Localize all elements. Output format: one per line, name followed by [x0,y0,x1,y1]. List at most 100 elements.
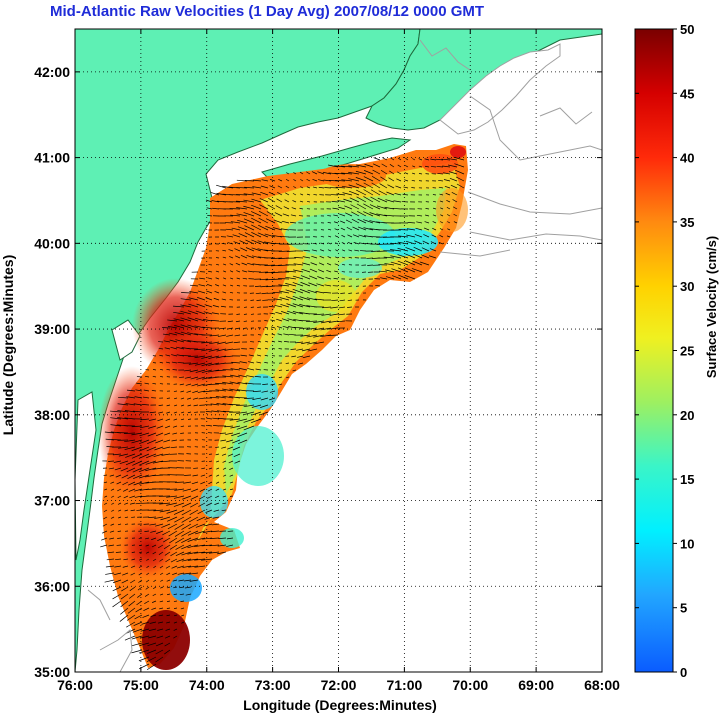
velocity-arrow [341,165,353,168]
velocity-arrow [195,369,206,373]
velocity-arrow [172,432,178,435]
velocity-arrow [278,376,283,379]
velocity-arrow [333,277,339,280]
colorbar-tick-label: 15 [680,472,694,487]
velocity-arrow [250,306,255,308]
velocity-arrow [306,297,318,301]
velocity-arrow [411,172,416,175]
velocity-arrow [175,537,185,544]
velocity-arrow [220,305,227,308]
velocity-arrow [208,481,213,485]
velocity-arrow [199,277,206,280]
velocity-arrow [104,431,115,434]
velocity-arrow [157,411,164,414]
velocity-arrow [109,537,115,540]
velocity-arrow [173,418,178,421]
velocity-arrow [148,425,157,429]
velocity-arrow [222,502,227,505]
velocity-arrow [131,551,136,553]
velocity-arrow [131,642,143,647]
velocity-arrow [260,397,269,401]
velocity-arrow [394,192,402,196]
velocity-arrow [215,389,227,392]
velocity-arrow [211,312,220,315]
velocity-arrow [215,446,220,448]
velocity-arrow [237,226,248,231]
velocity-arrow [355,170,367,175]
velocity-arrow [165,628,171,631]
velocity-arrow [286,310,297,315]
velocity-arrow [369,212,381,217]
velocity-arrow [450,184,458,189]
y-axis-label: Latitude (Degrees:Minutes) [0,255,16,435]
velocity-arrow [172,425,178,428]
velocity-arrow [268,306,276,308]
velocity-arrow [144,600,150,604]
velocity-arrow [203,311,213,315]
velocity-arrow [194,325,206,329]
velocity-arrow [208,348,220,352]
velocity-arrow [215,396,227,399]
colorbar-tick-label: 5 [680,601,687,616]
velocity-arrow [411,268,423,273]
velocity-arrow [243,425,255,431]
velocity-arrow [229,495,234,497]
velocity-arrow [208,355,220,359]
velocity-arrow [312,178,318,182]
velocity-arrow [173,607,178,609]
velocity-arrow [206,290,213,294]
velocity-arrow [214,502,220,505]
velocity-arrow [404,267,416,273]
velocity-arrow [177,362,185,364]
velocity-arrow [334,172,346,175]
velocity-arrow [110,516,115,519]
velocity-arrow [334,270,339,273]
velocity-arrow [145,460,157,465]
velocity-arrow [107,551,115,554]
velocity-arrow [132,460,143,466]
velocity-arrow [344,205,353,210]
velocity-arrow [188,516,199,523]
velocity-arrow [327,228,332,231]
velocity-arrow [125,453,136,458]
land-mass-cape-cod [439,43,561,135]
velocity-arrow [148,516,157,518]
velocity-arrow [259,204,269,210]
velocity-arrow [100,544,108,548]
velocity-arrow [208,551,220,554]
velocity-arrow [444,186,451,189]
velocity-arrow [317,179,325,182]
velocity-arrow [412,253,423,259]
velocity-arrow [293,179,297,182]
velocity-arrow [189,509,199,516]
velocity-arrow [364,163,374,168]
velocity-arrow [157,628,164,631]
velocity-arrow [406,234,416,238]
velocity-arrow [146,663,157,671]
velocity-arrow [270,326,276,329]
velocity-arrow [390,261,402,266]
velocity-arrow [203,523,213,527]
velocity-arrow [166,509,178,514]
velocity-arrow [430,166,437,168]
velocity-arrow [320,327,332,331]
velocity-arrow [269,179,276,182]
velocity-arrow [181,551,192,556]
velocity-arrow [180,418,185,421]
velocity-arrow [334,256,339,259]
velocity-arrow [205,297,213,301]
velocity-arrow [357,211,367,217]
velocity-arrow [348,171,360,175]
velocity-arrow [246,254,255,259]
velocity-arrow [229,388,241,392]
velocity-arrow [163,439,171,443]
velocity-arrow [191,383,199,387]
velocity-arrow [363,211,374,217]
velocity-arrow [260,404,269,408]
velocity-arrow [432,207,437,210]
velocity-arrow [248,354,255,357]
velocity-arrow [269,390,276,393]
velocity-arrow [280,303,290,308]
velocity-arrow [117,502,122,505]
